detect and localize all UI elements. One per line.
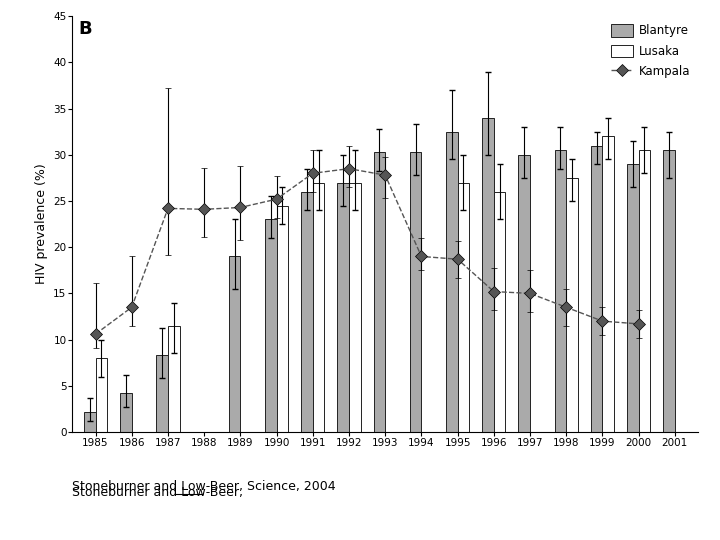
Bar (84, 411, 96, 432)
Bar (410, 152, 421, 432)
Bar (168, 326, 179, 432)
Text: Stoneburner and Low-Beer,: Stoneburner and Low-Beer, (72, 486, 247, 499)
Bar (156, 355, 168, 432)
Bar (446, 132, 458, 432)
Bar (229, 256, 240, 432)
Bar (458, 183, 469, 432)
Bar (482, 118, 494, 432)
Bar (120, 393, 132, 432)
Bar (603, 136, 614, 432)
Legend: Blantyre, Lusaka, Kampala: Blantyre, Lusaka, Kampala (609, 22, 693, 80)
Text: Stoneburner and Low-Beer, Science, 2004: Stoneburner and Low-Beer, Science, 2004 (72, 480, 336, 493)
Bar (301, 192, 312, 432)
Y-axis label: HIV prevalence (%): HIV prevalence (%) (35, 164, 48, 285)
Bar (554, 150, 566, 432)
Text: Stoneburner and Low-Beer, Science, 2004: Stoneburner and Low-Beer, Science, 2004 (72, 486, 336, 499)
Bar (627, 164, 639, 432)
Bar (518, 155, 530, 432)
Bar (374, 152, 385, 432)
Bar (338, 183, 349, 432)
Bar (96, 358, 107, 432)
Bar (639, 150, 650, 432)
Bar (276, 206, 288, 432)
Bar (312, 183, 325, 432)
Bar (663, 150, 675, 432)
Bar (566, 178, 578, 432)
Bar (265, 219, 276, 432)
Bar (591, 146, 603, 432)
Bar (494, 192, 505, 432)
Bar (349, 183, 361, 432)
Text: B: B (78, 21, 92, 38)
